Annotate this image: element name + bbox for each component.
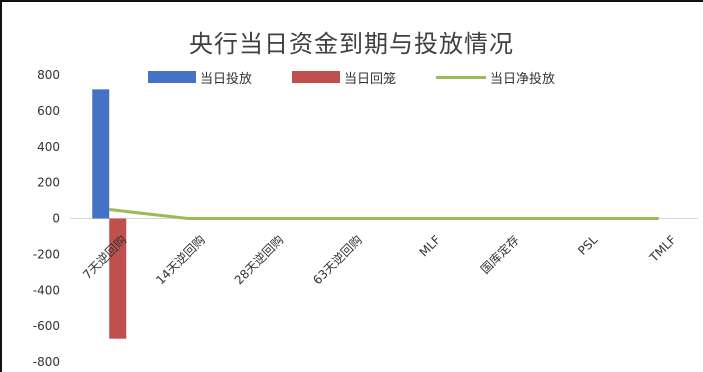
y-tick-label: 200 bbox=[37, 176, 60, 190]
y-tick-label: 0 bbox=[52, 212, 60, 226]
legend-label-net: 当日净投放 bbox=[490, 71, 556, 87]
y-tick-label: -200 bbox=[33, 247, 60, 261]
bar-0-0 bbox=[92, 89, 110, 219]
legend-item-net: 当日净投放 bbox=[436, 66, 555, 88]
line-series-2 bbox=[109, 208, 659, 220]
bar-1-0 bbox=[109, 218, 127, 339]
x-category-label: 国库定存 bbox=[477, 232, 522, 277]
y-tick-label: -400 bbox=[33, 283, 60, 297]
legend-label-investment: 当日投放 bbox=[200, 71, 253, 87]
x-category-label: TMLF bbox=[646, 233, 679, 266]
x-category-label: MLF bbox=[417, 233, 444, 260]
legend-item-withdrawal: 当日回笼 bbox=[292, 66, 396, 88]
legend-swatch-blue bbox=[148, 71, 196, 83]
legend-swatch-red bbox=[292, 71, 340, 83]
y-tick-label: -600 bbox=[33, 319, 60, 333]
chart-legend: 当日投放 当日回笼 当日净投放 bbox=[0, 66, 703, 88]
y-tick-label: 800 bbox=[37, 68, 60, 82]
y-tick-label: 600 bbox=[37, 104, 60, 118]
y-tick-label: -800 bbox=[33, 355, 60, 369]
x-category-label: PSL bbox=[575, 233, 600, 258]
y-tick-label: 400 bbox=[37, 140, 60, 154]
x-category-label: 63天逆回购 bbox=[310, 232, 365, 287]
legend-item-investment: 当日投放 bbox=[148, 66, 252, 88]
legend-label-withdrawal: 当日回笼 bbox=[344, 71, 397, 87]
chart-title: 央行当日资金到期与投放情况 bbox=[189, 30, 514, 58]
x-category-label: 14天逆回购 bbox=[153, 232, 208, 287]
legend-line-green bbox=[436, 75, 486, 79]
x-category-label: 28天逆回购 bbox=[231, 232, 286, 287]
